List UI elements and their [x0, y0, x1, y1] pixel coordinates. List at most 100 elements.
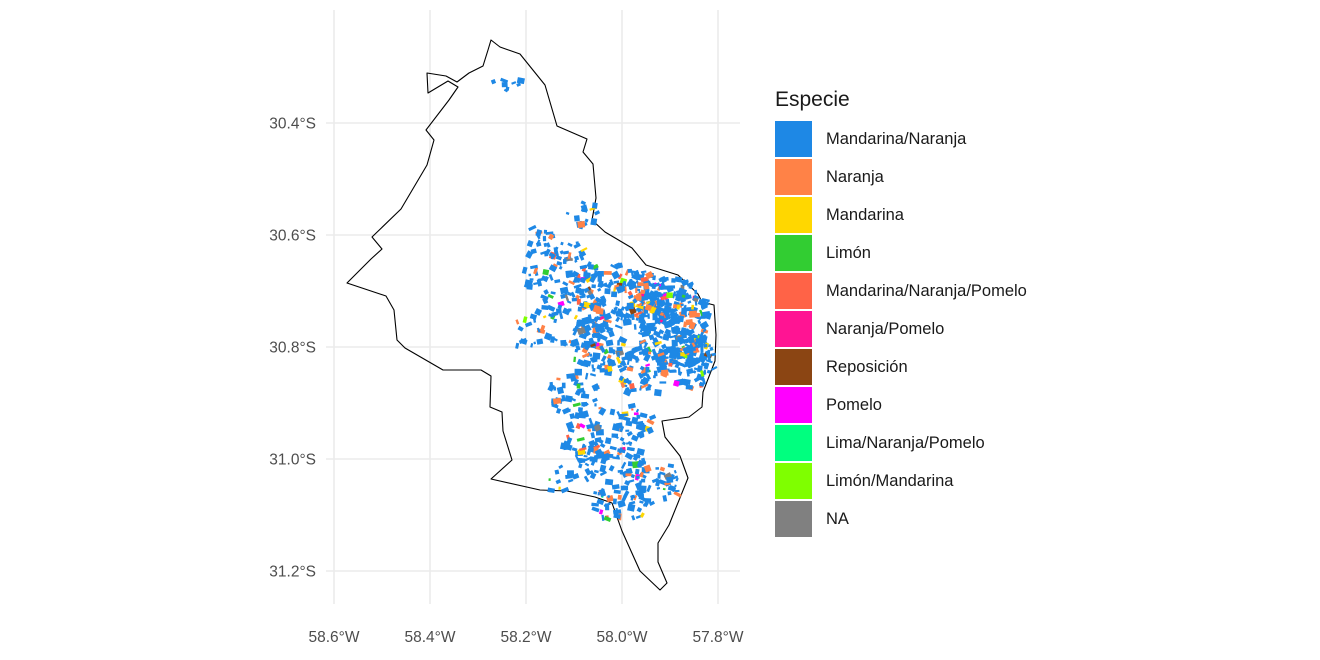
citrus-plot — [580, 247, 588, 253]
legend-label: Mandarina — [826, 205, 904, 224]
citrus-plot — [656, 298, 660, 305]
citrus-plot — [584, 271, 591, 277]
citrus-plot — [635, 286, 638, 293]
citrus-plot — [536, 327, 541, 333]
legend-item: Limón — [775, 234, 1027, 272]
citrus-plot — [586, 261, 592, 268]
citrus-plot — [562, 281, 569, 287]
citrus-plot — [579, 423, 586, 429]
citrus-plot — [599, 470, 607, 477]
citrus-plot — [540, 294, 549, 301]
x-tick-label: 57.8°W — [693, 629, 744, 646]
citrus-plot — [536, 338, 544, 345]
citrus-plot — [645, 363, 651, 367]
legend-item: Mandarina/Naranja — [775, 120, 1027, 158]
legend-item: Mandarina/Naranja/Pomelo — [775, 272, 1027, 310]
citrus-plot — [641, 429, 646, 434]
citrus-plot — [554, 469, 560, 475]
citrus-plot — [596, 498, 605, 506]
citrus-plot — [529, 278, 534, 281]
citrus-plot — [612, 456, 621, 460]
citrus-plot — [662, 494, 668, 502]
citrus-plot — [615, 508, 619, 513]
citrus-plot — [628, 283, 638, 291]
citrus-plot — [589, 275, 597, 283]
citrus-plot — [554, 249, 559, 257]
citrus-plot — [643, 342, 649, 349]
legend-item: Naranja/Pomelo — [775, 310, 1027, 348]
citrus-plot — [652, 282, 661, 288]
citrus-plot — [639, 471, 644, 478]
citrus-plot — [635, 356, 640, 362]
citrus-plot — [547, 487, 555, 494]
citrus-plot — [682, 345, 692, 355]
citrus-plot — [598, 315, 605, 321]
citrus-plot — [633, 345, 643, 353]
citrus-plot — [542, 269, 550, 276]
citrus-plot — [582, 301, 591, 309]
citrus-plot — [669, 348, 678, 356]
citrus-plot — [562, 259, 567, 265]
citrus-plot — [543, 332, 553, 341]
citrus-plot — [630, 474, 636, 479]
citrus-plot — [594, 448, 604, 458]
citrus-plot — [586, 423, 595, 430]
citrus-plot — [548, 264, 558, 273]
citrus-plot — [664, 328, 672, 336]
citrus-plot — [572, 270, 580, 278]
citrus-plot — [678, 371, 683, 376]
citrus-plot — [590, 343, 596, 348]
citrus-plot — [630, 278, 634, 286]
citrus-plot — [556, 260, 563, 266]
citrus-plot — [607, 365, 613, 372]
citrus-plot — [653, 352, 657, 356]
citrus-plot — [625, 377, 632, 385]
citrus-plot — [550, 336, 555, 343]
citrus-plot — [633, 412, 639, 416]
citrus-plot — [614, 262, 622, 270]
citrus-plot — [562, 250, 570, 255]
citrus-plot — [626, 302, 634, 310]
citrus-plot — [590, 218, 598, 226]
citrus-plot — [667, 491, 672, 496]
citrus-plot — [553, 318, 558, 324]
citrus-plot — [559, 442, 566, 450]
citrus-plot — [626, 446, 635, 452]
citrus-plot — [533, 282, 538, 286]
citrus-plot — [638, 296, 647, 303]
citrus-plot — [597, 492, 600, 496]
citrus-plot — [636, 414, 641, 420]
citrus-plot — [640, 383, 649, 389]
citrus-plot — [570, 338, 580, 348]
citrus-plot — [609, 408, 616, 416]
citrus-plot — [613, 513, 621, 519]
citrus-plot — [618, 375, 624, 382]
citrus-plot — [613, 489, 621, 495]
citrus-plot — [639, 412, 648, 419]
citrus-plot — [674, 484, 677, 488]
citrus-plot — [700, 370, 705, 377]
citrus-plot — [669, 369, 676, 373]
citrus-plot — [611, 433, 619, 438]
citrus-plot — [559, 313, 564, 320]
citrus-plot — [664, 301, 673, 307]
citrus-plot — [615, 316, 621, 323]
citrus-plot — [574, 259, 578, 263]
legend-swatch — [775, 387, 812, 423]
citrus-plot — [619, 469, 623, 475]
citrus-plot — [537, 277, 545, 282]
citrus-plot — [604, 324, 609, 330]
citrus-plot — [657, 352, 665, 357]
citrus-plot — [597, 287, 602, 292]
citrus-plot — [560, 293, 566, 299]
citrus-plot — [560, 241, 564, 246]
citrus-plot — [603, 515, 612, 522]
citrus-plot — [656, 334, 663, 339]
citrus-plot — [576, 387, 585, 394]
citrus-plot — [592, 367, 596, 372]
citrus-plot — [700, 345, 704, 353]
citrus-plot — [701, 298, 710, 303]
citrus-plot — [598, 509, 604, 515]
citrus-plot — [703, 369, 707, 375]
citrus-plot — [545, 231, 554, 235]
